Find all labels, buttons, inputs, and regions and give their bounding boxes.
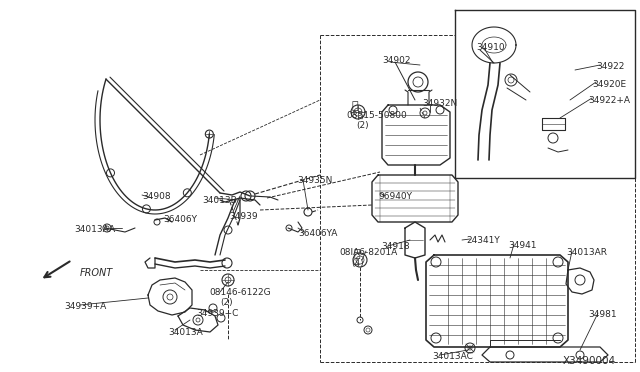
Text: 34910: 34910 (476, 43, 504, 52)
Text: 34939: 34939 (229, 212, 258, 221)
Text: X3490004: X3490004 (563, 356, 616, 366)
Text: FRONT: FRONT (80, 268, 113, 278)
Text: 96940Y: 96940Y (378, 192, 412, 201)
Text: 34918: 34918 (381, 242, 410, 251)
Text: 34902: 34902 (382, 56, 410, 65)
Text: 34941: 34941 (508, 241, 536, 250)
Text: 08515-50800: 08515-50800 (346, 111, 407, 120)
Text: 34013A: 34013A (168, 328, 203, 337)
Text: 36406Y: 36406Y (163, 215, 197, 224)
Text: 34932N: 34932N (422, 99, 457, 108)
Text: 24341Y: 24341Y (466, 236, 500, 245)
Text: 34922: 34922 (596, 62, 625, 71)
Text: 34920E: 34920E (592, 80, 626, 89)
Text: 34013B: 34013B (202, 196, 237, 205)
Text: 34013AR: 34013AR (566, 248, 607, 257)
Text: (2): (2) (220, 298, 232, 307)
Text: 34939+A: 34939+A (64, 302, 106, 311)
Text: (2): (2) (356, 121, 369, 130)
Text: 08IA6-8201A: 08IA6-8201A (339, 248, 397, 257)
Text: 34922+A: 34922+A (588, 96, 630, 105)
Text: 34935N: 34935N (297, 176, 332, 185)
Text: 34013AC: 34013AC (432, 352, 473, 361)
Text: 34013AA: 34013AA (74, 225, 115, 234)
Text: 08146-6122G: 08146-6122G (209, 288, 271, 297)
Text: 34981: 34981 (588, 310, 616, 319)
Text: Ⓑ: Ⓑ (353, 249, 360, 259)
Text: 36406YA: 36406YA (298, 229, 337, 238)
Text: 34939+C: 34939+C (196, 309, 238, 318)
Text: 34908: 34908 (142, 192, 171, 201)
Text: Ⓧ: Ⓧ (351, 101, 358, 111)
Text: (4): (4) (351, 259, 364, 268)
